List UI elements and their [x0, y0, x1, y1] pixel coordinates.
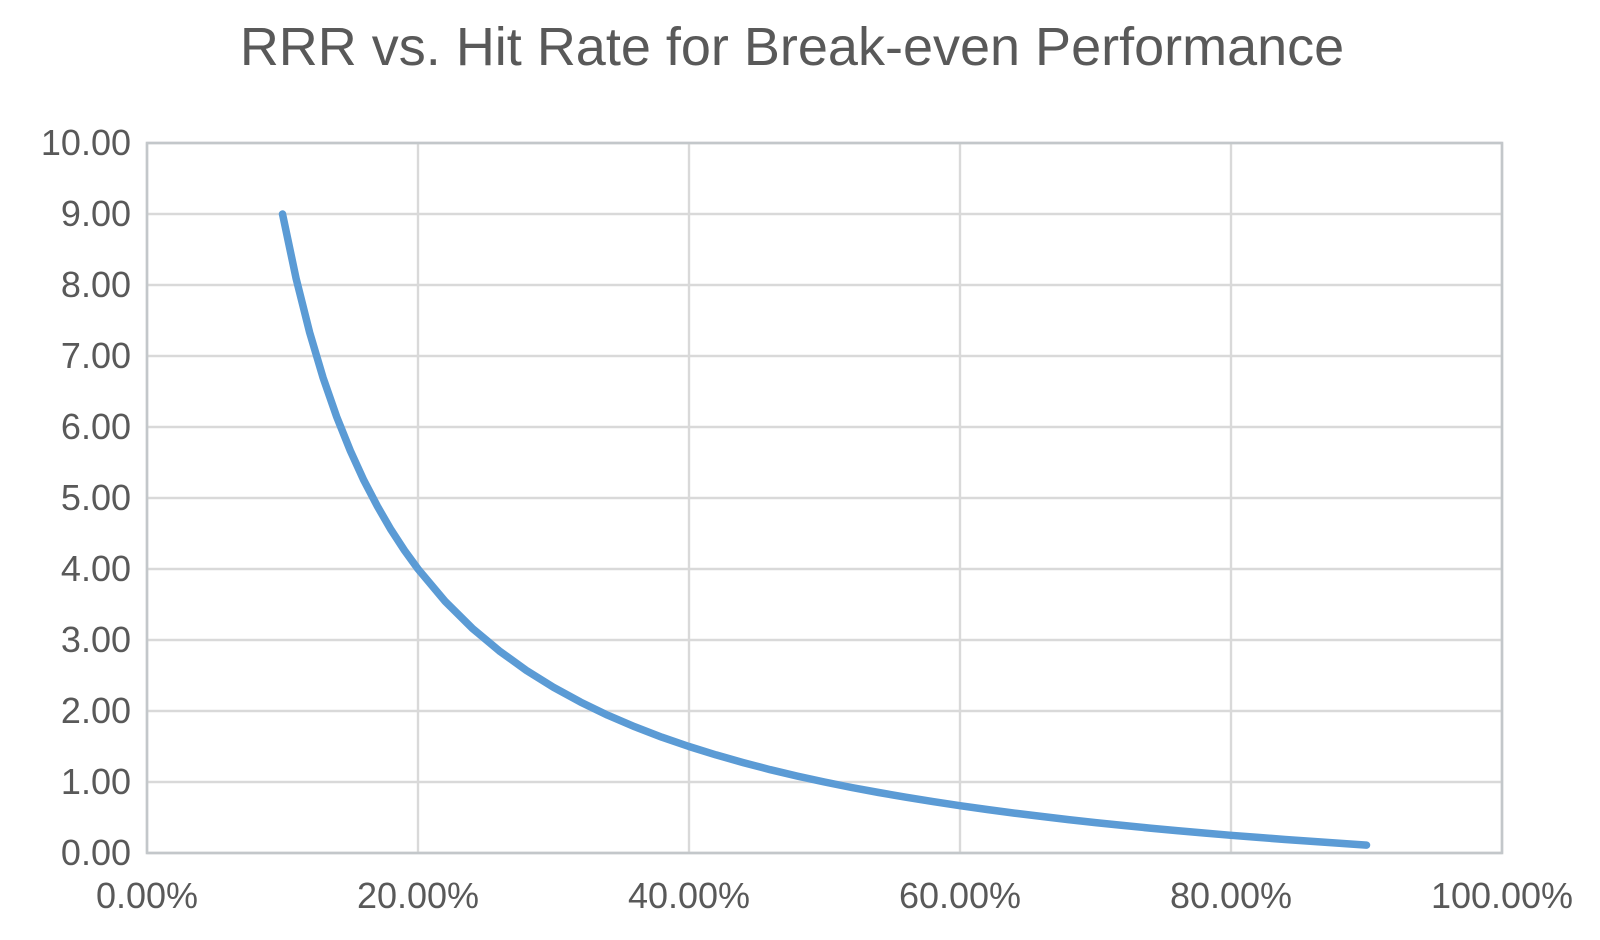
y-axis-tick-label: 0.00 [60, 832, 131, 873]
breakeven-rrr-line [278, 210, 1371, 849]
y-axis-tick-label: 4.00 [60, 548, 131, 589]
y-axis-tick-label: 10.00 [40, 122, 131, 163]
x-axis-tick-label: 20.00% [356, 875, 480, 916]
x-axis-tick-label: 40.00% [627, 875, 751, 916]
y-axis-tick-label: 5.00 [60, 477, 131, 518]
y-axis-tick-label: 6.00 [60, 406, 131, 447]
x-axis-tick-label: 80.00% [1169, 875, 1293, 916]
plot-border [145, 141, 1504, 855]
x-axis-tick-label: 0.00% [95, 875, 199, 916]
y-axis-tick-label: 7.00 [60, 335, 131, 376]
y-axis-tick-label: 9.00 [60, 193, 131, 234]
y-axis-tick-label: 8.00 [60, 264, 131, 305]
y-axis-tick-label: 2.00 [60, 690, 131, 731]
y-axis-tick-label: 1.00 [60, 761, 131, 802]
x-axis-tick-label: 100.00% [1430, 875, 1574, 916]
y-axis-tick-label: 3.00 [60, 619, 131, 660]
chart-title: RRR vs. Hit Rate for Break-even Performa… [239, 17, 1345, 77]
x-axis-tick-label: 60.00% [898, 875, 1022, 916]
